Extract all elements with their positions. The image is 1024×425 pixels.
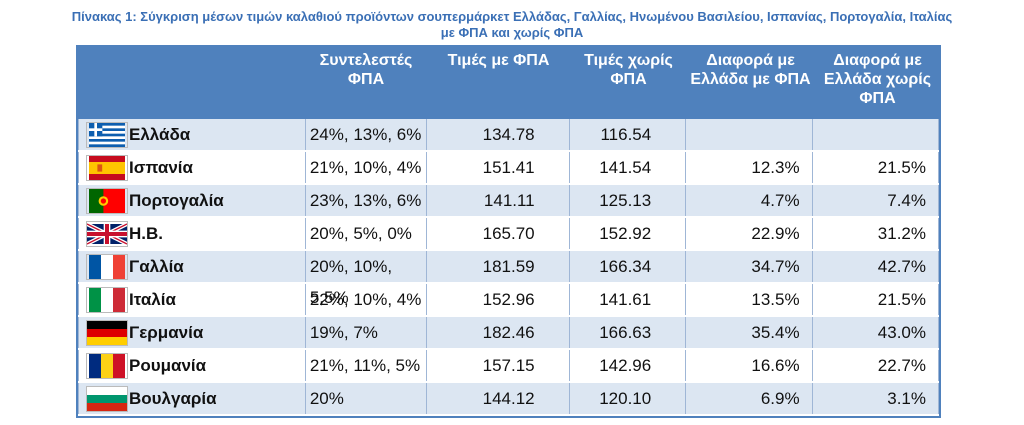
table-row: Βουλγαρία 20% 144.12 120.10 6.9% 3.1% [78, 383, 939, 416]
vat-rates-cell: 22%, 10%, 4% [306, 284, 428, 315]
vat-rates-cell: 19%, 7% [306, 317, 428, 348]
caption-line-1: Πίνακας 1: Σύγκριση μέσων τιμών καλαθιού… [71, 9, 953, 24]
romania-flag-icon [87, 353, 127, 378]
diff-without-vat-cell: 3.1% [813, 383, 939, 414]
diff-with-vat-cell: 35.4% [686, 317, 813, 348]
country-cell: Η.Β. [78, 218, 306, 249]
price-without-vat-cell: 141.61 [570, 284, 687, 315]
price-with-vat-cell: 165.70 [427, 218, 570, 249]
diff-without-vat-cell: 42.7% [813, 251, 939, 282]
price-without-vat-cell: 116.54 [570, 119, 687, 150]
diff-without-vat-cell: 21.5% [813, 284, 939, 315]
country-cell: Γερμανία [78, 317, 306, 348]
diff-with-vat-cell: 13.5% [686, 284, 813, 315]
price-without-vat-cell: 152.92 [570, 218, 687, 249]
price-with-vat-cell: 144.12 [427, 383, 570, 414]
header-price-with-vat: Τιμές με ΦΠΑ [447, 52, 550, 69]
italy-flag-icon [87, 287, 127, 312]
vat-rates-cell: 21%, 11%, 5% [306, 350, 428, 381]
price-with-vat-cell: 151.41 [427, 152, 570, 183]
greece-flag-icon [87, 122, 127, 147]
country-name: Γαλλία [129, 257, 184, 276]
diff-without-vat-cell: 21.5% [813, 152, 939, 183]
table-row: Ελλάδα 24%, 13%, 6% 134.78 116.54 [78, 119, 939, 152]
price-without-vat-cell: 142.96 [570, 350, 687, 381]
diff-with-vat-cell: 34.7% [686, 251, 813, 282]
country-name: Ιταλία [129, 290, 176, 309]
diff-without-vat-cell: 43.0% [813, 317, 939, 348]
price-with-vat-cell: 181.59 [427, 251, 570, 282]
table-row: Γερμανία 19%, 7% 182.46 166.63 35.4% 43.0% [78, 317, 939, 350]
table-row: Πορτογαλία 23%, 13%, 6% 141.11 125.13 4.7% 7.… [78, 185, 939, 218]
table-row: Ιταλία 22%, 10%, 4% 152.96 141.61 13.5% 21.5% [78, 284, 939, 317]
country-name: Ελλάδα [129, 125, 191, 144]
diff-with-vat-cell: 6.9% [686, 383, 813, 414]
comparison-table: Συντελεστές ΦΠΑ Τιμές με ΦΠΑ Τιμές χωρίς… [76, 45, 941, 418]
price-with-vat-cell: 152.96 [427, 284, 570, 315]
vat-rates-cell: 21%, 10%, 4% [306, 152, 428, 183]
vat-rates-cell: 20%, 5%, 0% [306, 218, 428, 249]
table-row: Ρουμανία 21%, 11%, 5% 157.15 142.96 16.6% 22.… [78, 350, 939, 383]
vat-rates-cell: 20% [306, 383, 428, 414]
vat-rates-cell: 20%, 10%, 5,5% [306, 251, 428, 307]
price-without-vat-cell: 141.54 [570, 152, 687, 183]
price-with-vat-cell: 141.11 [427, 185, 570, 216]
header-diff-with-vat: Διαφορά με Ελλάδα με ΦΠΑ [690, 52, 811, 88]
price-with-vat-cell: 182.46 [427, 317, 570, 348]
header-vat-rates: Συντελεστές ΦΠΑ [319, 52, 413, 88]
diff-with-vat-cell: 4.7% [686, 185, 813, 216]
price-without-vat-cell: 125.13 [570, 185, 687, 216]
diff-without-vat-cell [813, 119, 939, 150]
table-row: Γαλλία 20%, 10%, 5,5% 181.59 166.34 34.7% 42.… [78, 251, 939, 307]
caption-line-2: με ΦΠΑ και χωρίς ΦΠΑ [440, 25, 584, 40]
vat-rates-cell: 23%, 13%, 6% [306, 185, 428, 216]
header-diff-without-vat: Διαφορά με Ελλάδα χωρίς ΦΠΑ [823, 52, 932, 107]
country-cell: Βουλγαρία [78, 383, 306, 414]
diff-without-vat-cell: 22.7% [813, 350, 939, 381]
diff-with-vat-cell: 22.9% [686, 218, 813, 249]
country-cell: Γαλλία [78, 251, 306, 282]
diff-with-vat-cell: 16.6% [686, 350, 813, 381]
table-header-row: Συντελεστές ΦΠΑ Τιμές με ΦΠΑ Τιμές χωρίς… [76, 45, 941, 119]
table-row: Ισπανία 21%, 10%, 4% 151.41 141.54 12.3% 21.5… [78, 152, 939, 185]
diff-without-vat-cell: 31.2% [813, 218, 939, 249]
diff-with-vat-cell [686, 119, 813, 150]
price-without-vat-cell: 166.34 [570, 251, 687, 282]
france-flag-icon [87, 254, 127, 279]
diff-with-vat-cell: 12.3% [686, 152, 813, 183]
table-row: Η.Β. 20%, 5%, 0% 165.70 152.92 22.9% 31.2% [78, 218, 939, 251]
table-body: Ελλάδα 24%, 13%, 6% 134.78 116.54 Ισπανία 21%… [76, 119, 941, 418]
country-cell: Ισπανία [78, 152, 306, 183]
uk-flag-icon [87, 221, 127, 246]
country-name: Πορτογαλία [129, 191, 224, 210]
country-name: Η.Β. [129, 224, 163, 243]
header-price-without-vat: Τιμές χωρίς ΦΠΑ [584, 52, 673, 88]
price-without-vat-cell: 120.10 [570, 383, 687, 414]
diff-without-vat-cell: 7.4% [813, 185, 939, 216]
country-name: Βουλγαρία [129, 389, 217, 408]
bulgaria-flag-icon [87, 386, 127, 411]
country-name: Γερμανία [129, 323, 204, 342]
header-country [76, 45, 305, 119]
price-with-vat-cell: 134.78 [427, 119, 570, 150]
price-with-vat-cell: 157.15 [427, 350, 570, 381]
vat-rates-cell: 24%, 13%, 6% [306, 119, 428, 150]
spain-flag-icon [87, 155, 127, 180]
country-name: Ρουμανία [129, 356, 207, 375]
country-cell: Ρουμανία [78, 350, 306, 381]
country-cell: Ελλάδα [78, 119, 306, 150]
country-name: Ισπανία [129, 158, 193, 177]
portugal-flag-icon [87, 188, 127, 213]
price-without-vat-cell: 166.63 [570, 317, 687, 348]
germany-flag-icon [87, 320, 127, 345]
country-cell: Ιταλία [78, 284, 306, 315]
country-cell: Πορτογαλία [78, 185, 306, 216]
